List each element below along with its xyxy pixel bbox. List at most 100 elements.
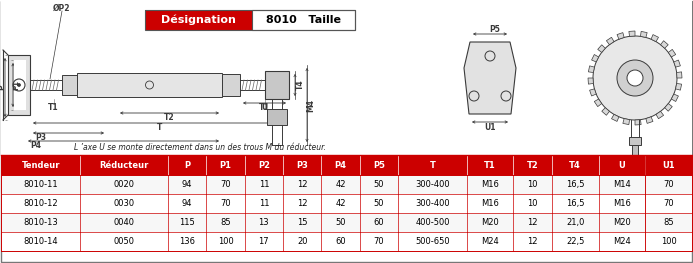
Polygon shape — [660, 41, 668, 48]
Text: 12: 12 — [297, 180, 308, 189]
Text: 0030: 0030 — [114, 199, 134, 208]
Text: M24: M24 — [481, 237, 499, 246]
Polygon shape — [665, 104, 672, 111]
Text: M24: M24 — [613, 237, 631, 246]
Bar — [145, 10, 355, 30]
Text: T: T — [157, 124, 162, 133]
Text: 11: 11 — [258, 199, 269, 208]
Bar — [267, 109, 287, 125]
Text: 8010   Taille: 8010 Taille — [266, 15, 341, 25]
Text: 8010-11: 8010-11 — [24, 180, 58, 189]
Polygon shape — [651, 34, 658, 42]
Text: P1: P1 — [13, 80, 19, 90]
Text: P: P — [0, 85, 6, 90]
Text: U1: U1 — [663, 160, 675, 169]
Text: ØP2: ØP2 — [53, 3, 71, 13]
Bar — [14, 60, 26, 110]
Bar — [145, 10, 252, 30]
Text: P5: P5 — [373, 160, 385, 169]
Text: P3: P3 — [297, 160, 308, 169]
Text: 94: 94 — [182, 180, 193, 189]
Text: 42: 42 — [335, 180, 346, 189]
Text: 70: 70 — [220, 180, 231, 189]
Polygon shape — [592, 54, 599, 62]
Polygon shape — [629, 31, 635, 36]
Text: 136: 136 — [179, 237, 195, 246]
Text: P1: P1 — [220, 160, 231, 169]
Text: Tendeur: Tendeur — [21, 160, 60, 169]
Text: 8010-13: 8010-13 — [24, 218, 58, 227]
Bar — [1, 0, 692, 155]
Bar — [252, 10, 355, 30]
Text: 85: 85 — [220, 218, 231, 227]
Text: P4: P4 — [30, 141, 41, 150]
Text: T2: T2 — [164, 114, 175, 123]
Text: T4: T4 — [569, 160, 581, 169]
Text: 70: 70 — [663, 199, 674, 208]
Text: T2: T2 — [527, 160, 538, 169]
Text: 16,5: 16,5 — [566, 199, 584, 208]
Bar — [222, 74, 240, 96]
Circle shape — [617, 60, 653, 96]
Text: L ’axe U se monte directement dans un des trous M du réducteur.: L ’axe U se monte directement dans un de… — [74, 143, 326, 151]
Text: M20: M20 — [613, 218, 631, 227]
Text: 10: 10 — [527, 199, 538, 208]
Bar — [1, 213, 692, 232]
Bar — [1, 175, 692, 194]
Text: 70: 70 — [220, 199, 231, 208]
Polygon shape — [676, 72, 682, 78]
Bar — [632, 145, 638, 155]
Text: M14: M14 — [613, 180, 631, 189]
Polygon shape — [595, 99, 602, 107]
Circle shape — [17, 83, 21, 87]
Polygon shape — [672, 94, 678, 102]
Text: M20: M20 — [481, 218, 499, 227]
Bar — [629, 137, 641, 145]
Text: 300-400: 300-400 — [415, 180, 450, 189]
Text: T1: T1 — [259, 103, 270, 112]
Polygon shape — [588, 78, 593, 84]
Text: 11: 11 — [258, 180, 269, 189]
Text: 500-650: 500-650 — [415, 237, 450, 246]
Polygon shape — [646, 117, 653, 123]
Text: 0040: 0040 — [114, 218, 134, 227]
Polygon shape — [617, 33, 624, 39]
Text: 12: 12 — [527, 218, 538, 227]
Polygon shape — [640, 31, 647, 37]
Bar — [8, 55, 30, 115]
Text: 50: 50 — [374, 180, 385, 189]
Text: 17: 17 — [258, 237, 269, 246]
Text: 21,0: 21,0 — [566, 218, 584, 227]
Polygon shape — [597, 45, 605, 52]
Polygon shape — [590, 89, 596, 96]
Polygon shape — [656, 111, 664, 119]
Text: 50: 50 — [374, 199, 385, 208]
Text: 42: 42 — [335, 199, 346, 208]
Circle shape — [593, 36, 677, 120]
Text: 400-500: 400-500 — [415, 218, 450, 227]
Bar — [265, 71, 289, 99]
Text: 16,5: 16,5 — [566, 180, 584, 189]
Text: 50: 50 — [335, 218, 346, 227]
Text: 8010-14: 8010-14 — [24, 237, 58, 246]
Text: P: P — [184, 160, 190, 169]
Bar — [77, 73, 222, 97]
Text: M16: M16 — [481, 199, 499, 208]
Text: 13: 13 — [258, 218, 269, 227]
Text: Désignation: Désignation — [161, 15, 236, 25]
Polygon shape — [668, 49, 676, 57]
Text: 85: 85 — [663, 218, 674, 227]
Text: U1: U1 — [484, 124, 495, 133]
Text: 100: 100 — [218, 237, 234, 246]
Text: 60: 60 — [335, 237, 346, 246]
Polygon shape — [623, 119, 629, 125]
Text: M16: M16 — [613, 199, 631, 208]
Text: 0020: 0020 — [114, 180, 134, 189]
Text: P4: P4 — [335, 160, 346, 169]
Polygon shape — [676, 83, 682, 90]
Text: 22,5: 22,5 — [566, 237, 584, 246]
Text: T1: T1 — [484, 160, 496, 169]
Text: 70: 70 — [663, 180, 674, 189]
Polygon shape — [606, 37, 614, 45]
Text: 15: 15 — [297, 218, 308, 227]
